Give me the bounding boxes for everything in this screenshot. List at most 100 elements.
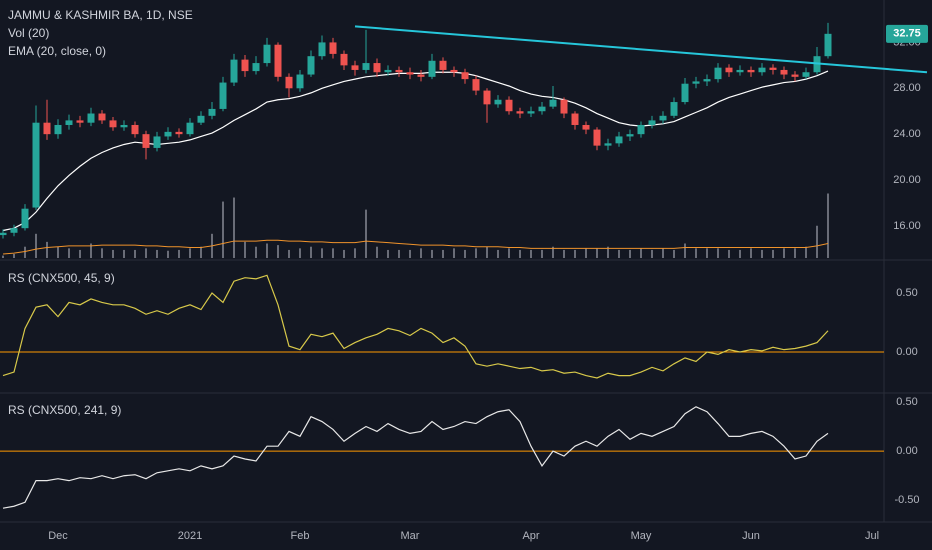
trendline xyxy=(354,25,928,74)
candle-body xyxy=(505,99,513,112)
candle-body xyxy=(747,69,755,73)
candle-body xyxy=(175,131,183,135)
candle-body xyxy=(791,74,799,77)
volume-bar xyxy=(673,249,675,258)
volume-bar xyxy=(101,248,103,258)
volume-bar xyxy=(475,248,477,258)
y-tick-label: 16.00 xyxy=(893,220,921,232)
volume-bar xyxy=(145,248,147,258)
x-tick-label: Dec xyxy=(48,530,68,542)
volume-bar xyxy=(486,246,488,258)
candle-body xyxy=(109,120,117,128)
candle-body xyxy=(802,72,810,77)
volume-bar xyxy=(552,246,554,258)
candle-body xyxy=(659,115,667,121)
candle-body xyxy=(780,69,788,75)
candle-body xyxy=(65,120,73,125)
candle-body xyxy=(483,90,491,105)
volume-bar xyxy=(398,249,400,258)
volume-bar xyxy=(332,248,334,258)
volume-bar xyxy=(530,249,532,258)
candle-body xyxy=(538,106,546,112)
volume-bar xyxy=(508,248,510,258)
volume-bar xyxy=(607,246,609,258)
volume-bar xyxy=(563,249,565,258)
candle-body xyxy=(560,99,568,114)
x-tick-label: 2021 xyxy=(178,530,202,542)
x-tick-label: May xyxy=(631,530,652,542)
candle-body xyxy=(824,33,832,57)
candle-body xyxy=(0,232,7,236)
candle-body xyxy=(131,124,139,135)
candle-body xyxy=(417,74,425,77)
volume-bar xyxy=(409,249,411,258)
y-tick-label: 24.00 xyxy=(893,128,921,140)
chart-title: JAMMU & KASHMIR BA, 1D, NSE xyxy=(8,8,193,22)
volume-bar xyxy=(222,201,224,258)
candle-body xyxy=(549,99,557,107)
y-tick-label: 20.00 xyxy=(893,174,921,186)
candle-body xyxy=(351,65,359,70)
y-tick-label: -0.50 xyxy=(894,494,919,506)
volume-bar xyxy=(387,249,389,258)
candle-body xyxy=(10,228,18,233)
x-tick-label: Jun xyxy=(742,530,760,542)
volume-bar xyxy=(805,246,807,258)
volume-bar xyxy=(783,248,785,258)
candle-body xyxy=(384,69,392,73)
volume-bar xyxy=(134,249,136,258)
volume-bar xyxy=(365,209,367,258)
volume-bar xyxy=(2,255,4,258)
candle-body xyxy=(252,63,260,72)
volume-bar xyxy=(739,249,741,258)
candle-body xyxy=(494,99,502,105)
volume-bar xyxy=(35,233,37,258)
candle-body xyxy=(329,42,337,54)
candle-body xyxy=(681,83,689,103)
legend-entry: Vol (20) xyxy=(8,26,49,40)
volume-bar xyxy=(728,249,730,258)
volume-bar xyxy=(167,250,169,258)
candle-body xyxy=(670,102,678,116)
volume-bar xyxy=(640,248,642,258)
candle-body xyxy=(362,63,370,70)
candle-body xyxy=(461,72,469,80)
volume-bar xyxy=(266,243,268,258)
candle-body xyxy=(593,129,601,146)
indicator-line xyxy=(2,274,829,379)
volume-bar xyxy=(541,249,543,258)
candle-body xyxy=(120,124,128,128)
volume-bar xyxy=(112,249,114,258)
volume-bar xyxy=(453,248,455,258)
indicator-name: RS (CNX500, 241, 9) xyxy=(8,403,121,417)
candle-body xyxy=(142,134,150,148)
candle-body xyxy=(439,60,447,70)
candle-body xyxy=(736,69,744,73)
candle-body xyxy=(769,67,777,70)
volume-bar xyxy=(310,246,312,258)
candle-body xyxy=(571,113,579,125)
volume-bar xyxy=(79,249,81,258)
volume-bar xyxy=(24,246,26,258)
candle-body xyxy=(615,136,623,144)
candle-body xyxy=(648,120,656,125)
volume-bar xyxy=(772,249,774,258)
volume-bar xyxy=(178,249,180,258)
volume-bar xyxy=(497,249,499,258)
candle-body xyxy=(263,44,271,64)
candle-body xyxy=(527,111,535,114)
volume-bar xyxy=(717,248,719,258)
volume-bar xyxy=(706,248,708,258)
volume-bar xyxy=(629,249,631,258)
candle-body xyxy=(604,143,612,146)
candle-body xyxy=(76,120,84,123)
y-tick-label: 0.50 xyxy=(896,287,917,299)
candle-body xyxy=(230,59,238,83)
volume-bar xyxy=(68,248,70,258)
volume-bar xyxy=(57,246,59,258)
volume-bar xyxy=(156,249,158,258)
candle-body xyxy=(87,113,95,123)
volume-bar xyxy=(464,249,466,258)
